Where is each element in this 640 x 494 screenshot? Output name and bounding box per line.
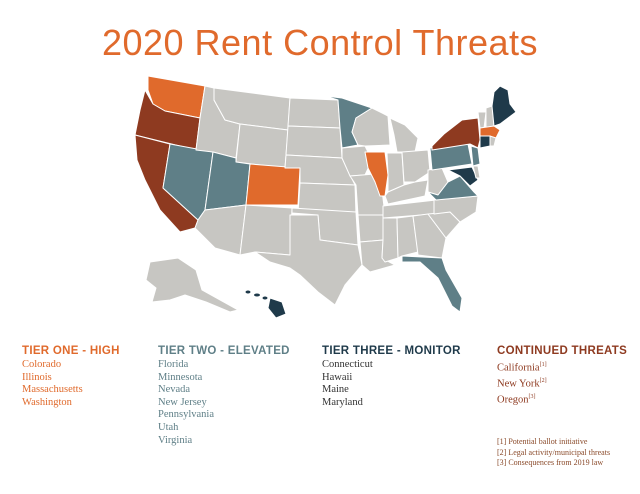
state-illinois[interactable] — [364, 151, 389, 197]
legend-state-item: New Jersey — [158, 397, 290, 410]
legend-state-item: Maryland — [322, 397, 461, 410]
state-name: New York — [497, 378, 540, 390]
legend-heading: TIER THREE - MONITOR — [322, 345, 461, 357]
legend-heading: CONTINUED THREATS — [497, 345, 628, 357]
state-new-york[interactable] — [431, 117, 481, 151]
map-title: 2020 Rent Control Threats — [101, 22, 539, 63]
state-name: Maryland — [322, 396, 363, 408]
legend-state-item: Washington — [22, 397, 120, 410]
legend-state-item: Maine — [322, 384, 461, 397]
state-name: Pennsylvania — [158, 409, 214, 421]
state-south-dakota[interactable] — [285, 125, 343, 159]
state-arkansas[interactable] — [357, 214, 386, 243]
legend-heading: TIER TWO - ELEVATED — [158, 345, 290, 357]
state-wyoming[interactable] — [235, 123, 289, 169]
state-kentucky[interactable] — [384, 179, 429, 205]
state-maine[interactable] — [491, 85, 517, 127]
footnote: [3] Consequences from 2019 law — [497, 458, 604, 467]
legend-state-item: New York[2] — [497, 375, 627, 391]
legend-heading: TIER ONE - HIGH — [22, 345, 120, 357]
state-name: Connecticut — [322, 359, 373, 370]
state-name: Virginia — [158, 434, 193, 446]
legend-state-item: Connecticut — [322, 359, 461, 372]
state-name: Hawaii — [322, 371, 353, 383]
state-name: Washington — [22, 396, 72, 408]
state-mississippi[interactable] — [381, 217, 399, 263]
legend-tier_two: TIER TWO - ELEVATED Florida Minnesota Nevad… — [158, 345, 290, 447]
us-map — [134, 75, 517, 319]
footnote-ref: [3] — [528, 394, 536, 401]
state-wisconsin[interactable] — [351, 107, 391, 147]
legend-state-item: California[1] — [497, 359, 627, 375]
footnote-ref: [1] — [539, 362, 547, 368]
legend-continued: CONTINUED THREATS California[1] New York[2… — [497, 345, 627, 407]
legend-state-item: Hawaii — [322, 372, 461, 385]
state-name: Massachusetts — [22, 384, 83, 396]
state-florida[interactable] — [401, 255, 463, 313]
footnote-ref: [2] — [539, 378, 547, 385]
state-alabama[interactable] — [396, 215, 419, 259]
legend-state-item: Illinois — [22, 372, 120, 385]
legend-tier_three: TIER THREE - MONITOR Connecticut Hawaii Mai… — [322, 345, 461, 409]
state-new-jersey[interactable] — [470, 145, 481, 167]
state-georgia[interactable] — [412, 213, 447, 259]
state-name: Florida — [158, 359, 189, 370]
state-arizona[interactable] — [194, 204, 247, 256]
state-name: Oregon — [497, 394, 529, 406]
state-name: Maine — [322, 384, 349, 396]
state-north-dakota[interactable] — [287, 97, 341, 129]
legend-state-item: Massachusetts — [22, 384, 120, 397]
state-alaska[interactable] — [145, 257, 239, 313]
legend-state-item: Minnesota — [158, 372, 290, 385]
legend-tier_one: TIER ONE - HIGH Colorado Illinois Massachus… — [22, 345, 120, 409]
legend-state-item: Colorado — [22, 359, 120, 372]
legend-state-item: Nevada — [158, 384, 290, 397]
state-vermont[interactable] — [477, 111, 487, 129]
state-name: Minnesota — [158, 371, 203, 383]
state-colorado[interactable] — [245, 163, 301, 206]
state-massachusetts[interactable] — [479, 125, 501, 139]
state-delaware[interactable] — [472, 165, 481, 179]
state-hawaii[interactable] — [244, 289, 287, 319]
state-name: Colorado — [22, 359, 62, 370]
state-name: Nevada — [158, 384, 191, 396]
footnote: [2] Legal activity/municipal threats — [497, 447, 611, 457]
footnote: [1] Potential ballot initiative — [497, 437, 588, 446]
footnotes: [1] Potential ballot initiative [2] Lega… — [497, 437, 610, 469]
state-ohio[interactable] — [401, 149, 431, 183]
legend-state-item: Oregon[3] — [497, 391, 627, 407]
state-connecticut[interactable] — [479, 135, 491, 149]
state-name: Utah — [158, 421, 179, 433]
legend-state-item: Virginia — [158, 435, 290, 448]
state-name: Illinois — [22, 371, 52, 383]
state-new-mexico[interactable] — [239, 204, 293, 256]
legend-state-item: Pennsylvania — [158, 409, 290, 422]
state-name: California — [497, 362, 540, 374]
state-name: New Jersey — [158, 396, 207, 408]
state-virginia[interactable] — [427, 175, 479, 201]
state-michigan[interactable] — [389, 117, 419, 153]
legend-state-item: Florida — [158, 359, 290, 372]
legend-state-item: Utah — [158, 422, 290, 435]
state-maryland[interactable] — [447, 166, 479, 187]
state-texas[interactable] — [254, 214, 363, 306]
state-rhode-island[interactable] — [489, 135, 497, 147]
